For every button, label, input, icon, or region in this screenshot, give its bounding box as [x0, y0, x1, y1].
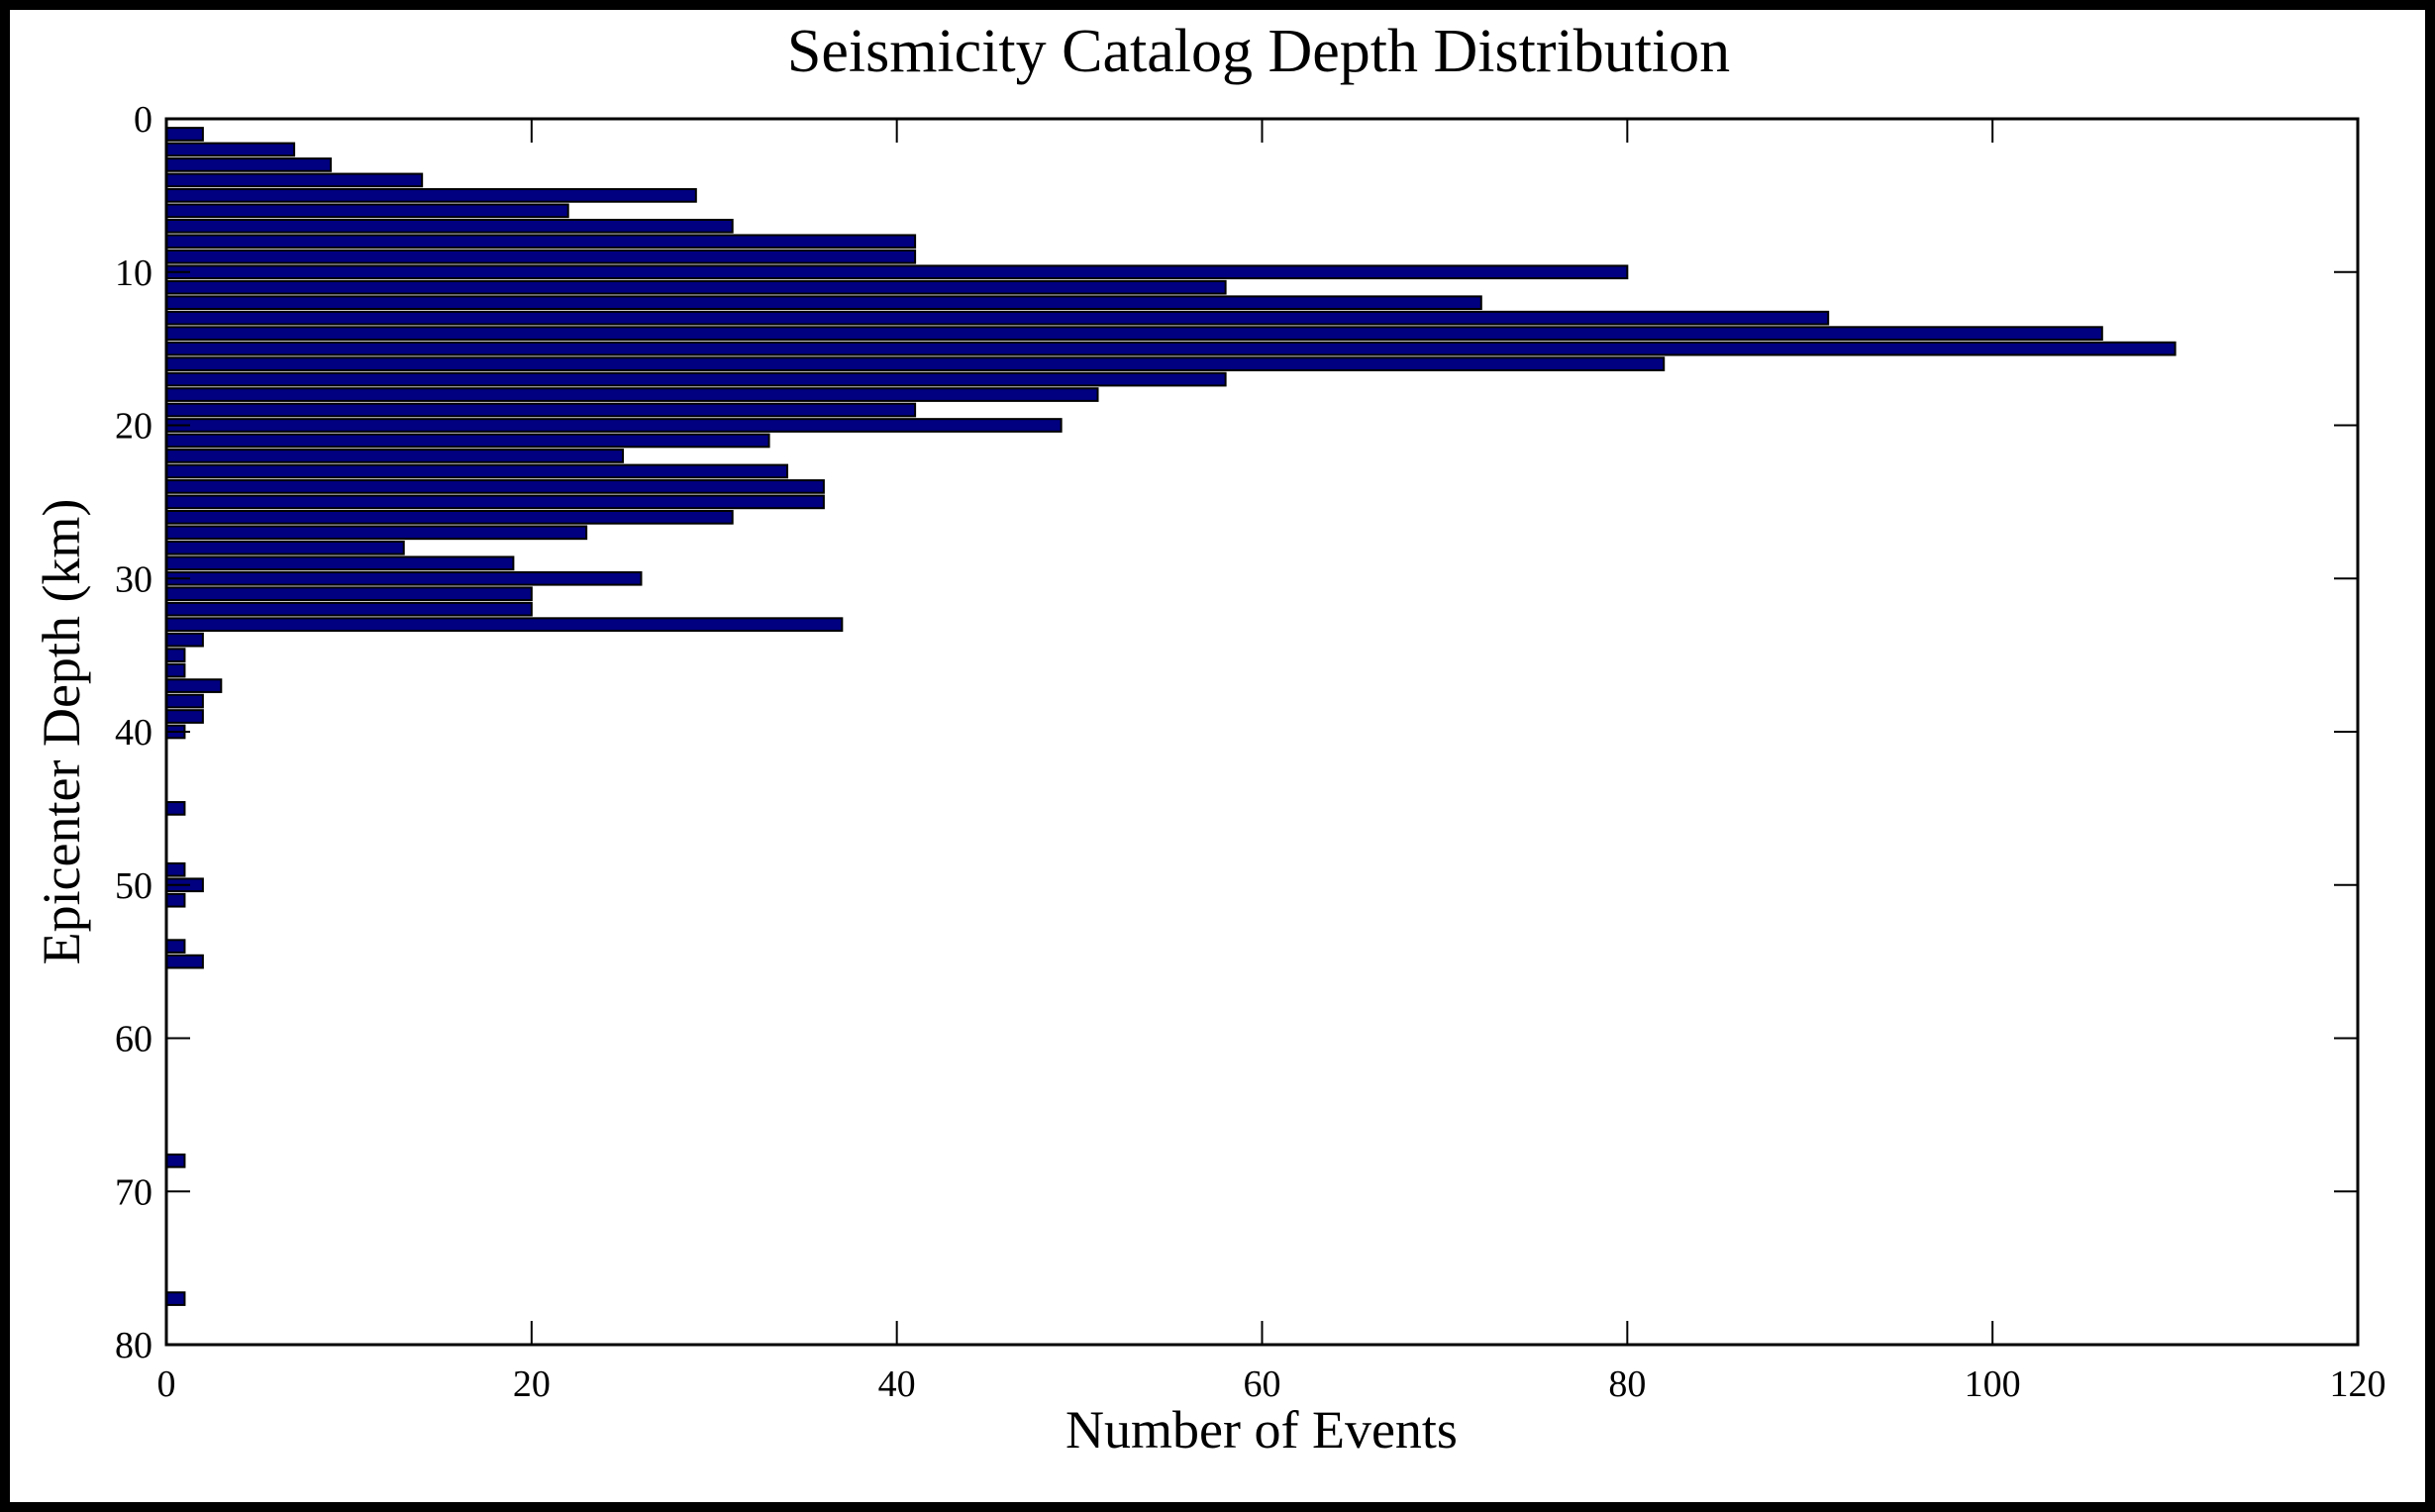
y-tick-label: 80 [115, 1325, 152, 1366]
x-tick-label: 40 [878, 1363, 916, 1405]
bar-depth-19 [165, 402, 917, 418]
bar-depth-31 [165, 586, 533, 602]
bar-depth-3 [165, 157, 332, 172]
bar-depth-17 [165, 371, 1227, 387]
y-tick-label: 10 [115, 252, 152, 294]
bar-depth-23 [165, 463, 789, 479]
y-tick-label: 20 [115, 406, 152, 448]
bar-depth-14 [165, 326, 2103, 341]
bar-depth-38 [165, 693, 204, 709]
bar-depth-20 [165, 418, 1063, 433]
y-tick-label: 70 [115, 1171, 152, 1213]
y-axis-label: Epicenter Depth (km) [32, 499, 91, 965]
bar-depth-55 [165, 954, 204, 969]
bar-depth-22 [165, 449, 625, 463]
bar-depth-5 [165, 188, 697, 203]
bar-depth-37 [165, 678, 223, 693]
bar-depth-13 [165, 310, 1830, 326]
y-tick-label: 0 [134, 99, 152, 141]
bar-depth-25 [165, 494, 825, 510]
x-tick-label: 120 [2330, 1363, 2386, 1405]
bar-depth-2 [165, 142, 296, 157]
bar-depth-21 [165, 433, 770, 449]
bar-depth-27 [165, 525, 588, 541]
bar-depth-28 [165, 540, 405, 555]
bar-depth-9 [165, 249, 917, 264]
bar-depth-34 [165, 632, 204, 648]
y-tick-label: 60 [115, 1019, 152, 1060]
bar-depth-30 [165, 570, 643, 586]
bar-depth-16 [165, 356, 1666, 371]
x-tick-label: 0 [157, 1363, 176, 1405]
bar-depth-45 [165, 801, 186, 816]
bar-depth-54 [165, 939, 186, 954]
bar-depth-6 [165, 203, 569, 219]
bar-depth-33 [165, 617, 844, 633]
axis-ticks: 0 20 40 60 80 100 120 0 10 20 30 40 50 60 70 80 [115, 99, 2386, 1405]
bar-series [165, 127, 2177, 1306]
bar-depth-11 [165, 279, 1227, 295]
bar-depth-51 [165, 892, 186, 908]
bar-depth-1 [165, 127, 204, 142]
bar-depth-4 [165, 172, 424, 188]
bar-depth-39 [165, 709, 204, 724]
bar-depth-12 [165, 295, 1482, 311]
y-tick-label: 40 [115, 712, 152, 754]
x-tick-label: 100 [1965, 1363, 2021, 1405]
bar-depth-68 [165, 1153, 186, 1168]
y-tick-label: 30 [115, 558, 152, 600]
bar-depth-10 [165, 264, 1629, 280]
x-axis-label: Number of Events [1065, 1400, 1458, 1460]
bar-depth-26 [165, 510, 734, 525]
bar-depth-29 [165, 555, 515, 571]
bar-depth-24 [165, 479, 825, 494]
x-tick-label: 20 [513, 1363, 551, 1405]
bar-depth-8 [165, 234, 917, 250]
y-tick-label: 50 [115, 865, 152, 907]
bar-depth-18 [165, 387, 1099, 402]
chart-title: Seismicity Catalog Depth Distribution [787, 18, 1730, 85]
bar-depth-32 [165, 601, 533, 617]
bar-depth-15 [165, 341, 2177, 356]
bar-depth-7 [165, 218, 734, 234]
bar-depth-77 [165, 1291, 186, 1306]
bar-depth-36 [165, 662, 186, 678]
x-tick-label: 60 [1244, 1363, 1281, 1405]
bar-depth-49 [165, 861, 186, 877]
bar-depth-35 [165, 648, 186, 662]
x-tick-label: 80 [1608, 1363, 1646, 1405]
